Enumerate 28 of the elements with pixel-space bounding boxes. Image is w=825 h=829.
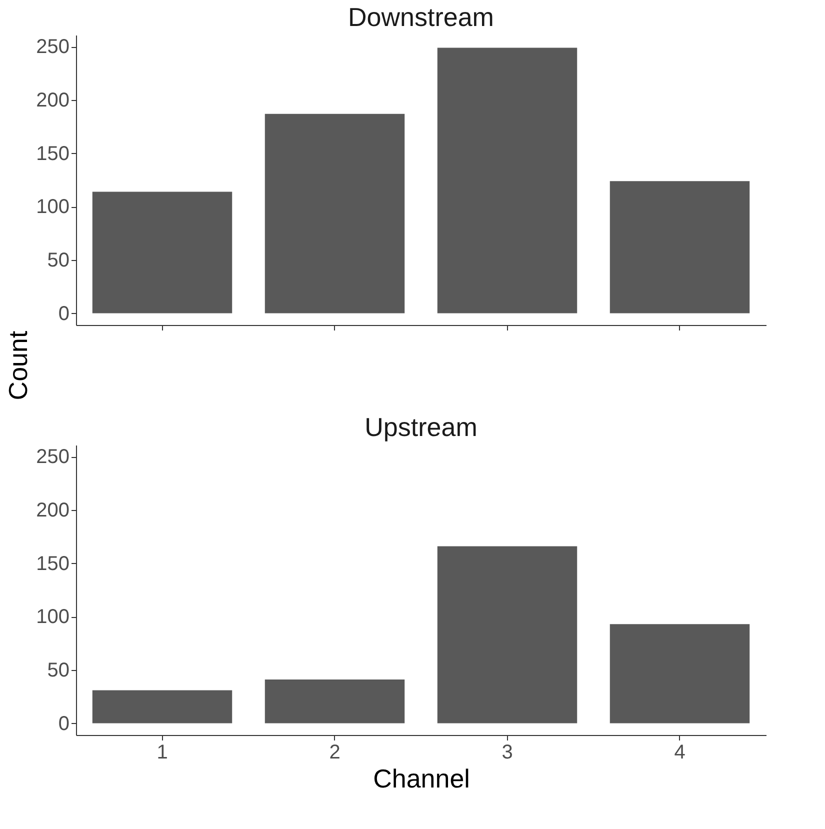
y-tick-label: 50 — [47, 249, 70, 272]
x-tick-label: 3 — [502, 742, 513, 764]
y-tick-label: 150 — [36, 552, 70, 575]
bar — [610, 624, 750, 724]
x-tick-label: 4 — [674, 742, 686, 764]
y-tick-label: 150 — [36, 142, 70, 165]
y-tick-label: 200 — [36, 500, 70, 522]
y-tick-label: 250 — [36, 446, 70, 468]
y-tick-label: 100 — [36, 196, 70, 218]
y-tick-label: 250 — [36, 36, 70, 58]
x-tick-label: 1 — [156, 742, 168, 764]
bar — [610, 181, 750, 314]
bar — [437, 48, 578, 314]
bar — [264, 114, 405, 314]
y-tick-label: 100 — [36, 606, 70, 628]
chart-title: Downstream — [348, 2, 494, 32]
y-tick-label: 50 — [47, 659, 70, 682]
chart-title: Upstream — [364, 412, 478, 442]
bar — [437, 546, 578, 724]
y-tick-label: 200 — [36, 90, 70, 112]
y-axis-title: Count — [3, 330, 34, 400]
bar — [92, 690, 232, 724]
x-tick-label: 2 — [329, 742, 340, 764]
bar — [264, 680, 405, 724]
bar — [92, 192, 232, 314]
x-axis-title: Channel — [373, 764, 470, 794]
y-tick-label: 0 — [58, 712, 70, 735]
y-tick-label: 0 — [58, 302, 70, 325]
